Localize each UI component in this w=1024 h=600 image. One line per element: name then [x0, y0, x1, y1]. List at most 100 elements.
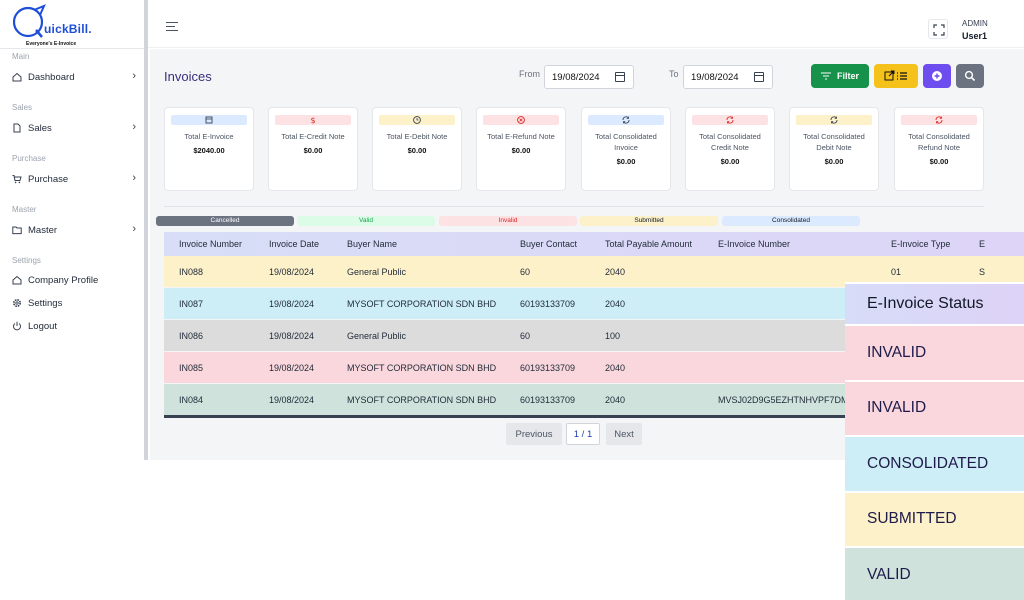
card-title: Total E-Credit Note [281, 132, 345, 141]
document-icon [13, 123, 21, 133]
table-cell: 60 [520, 331, 531, 341]
card-title: Total Consolidated Credit Note [699, 132, 761, 152]
card-value: $0.00 [407, 146, 427, 155]
legend-item-valid: Valid [297, 216, 435, 226]
column-header[interactable]: E-Invoice Type [891, 239, 951, 249]
user-name[interactable]: User1 [962, 31, 988, 41]
card-value: $0.00 [511, 146, 531, 155]
column-header[interactable]: Invoice Number [179, 239, 243, 249]
export-button[interactable] [874, 64, 918, 88]
sidebar: uickBill. Everyone's E-Invoice Main Dash… [0, 0, 148, 460]
column-header[interactable]: Buyer Name [347, 239, 398, 249]
sidebar-item-label: Dashboard [28, 71, 75, 83]
legend-item-consolidated: Consolidated [722, 216, 860, 226]
sidebar-item-sales[interactable]: Sales › [12, 120, 138, 136]
summary-card[interactable]: $ Total E-Credit Note $0.00 [268, 107, 358, 191]
status-panel-title: E-Invoice Status [845, 282, 1024, 324]
legend-item-invalid: Invalid [439, 216, 577, 226]
status-row-consolidated: CONSOLIDATED [845, 435, 1024, 491]
chevron-right-icon: › [132, 70, 136, 82]
summary-card[interactable]: Total Consolidated Refund Note $0.00 [894, 107, 984, 191]
cancel-icon [517, 116, 525, 124]
table-cell: 100 [605, 331, 621, 341]
table-cell: MYSOFT CORPORATION SDN BHD [347, 363, 497, 373]
status-row-invalid: INVALID [845, 379, 1024, 435]
table-cell: MVSJ02D9G5EZHTNHVPF7DM [718, 395, 849, 405]
dollar-icon: $ [310, 116, 315, 125]
summary-card[interactable]: Total E-Invoice $2040.00 [164, 107, 254, 191]
legend-divider [164, 206, 984, 207]
section-label-sales: Sales [12, 103, 33, 112]
sidebar-item-label: Purchase [28, 173, 69, 185]
card-header [171, 115, 247, 125]
search-icon [964, 70, 976, 82]
card-header [692, 115, 768, 125]
summary-card[interactable]: Total Consolidated Credit Note $0.00 [685, 107, 775, 191]
status-row-valid: VALID [845, 546, 1024, 600]
section-label-settings: Settings [12, 256, 41, 265]
legend-item-submitted: Submitted [580, 216, 718, 226]
fullscreen-button[interactable] [928, 19, 948, 39]
to-label: To [669, 69, 679, 79]
sidebar-item-logout[interactable]: Logout [12, 318, 138, 334]
sidebar-item-label: Company Profile [28, 274, 99, 286]
search-button[interactable] [956, 64, 984, 88]
filter-button[interactable]: Filter [811, 64, 869, 88]
table-row[interactable]: IN088 19/08/2024 General Public 60 2040 01 S [164, 256, 1024, 287]
table-cell: IN085 [179, 363, 204, 373]
brand-name: uickBill. [44, 22, 92, 36]
plus-circle-icon [932, 71, 942, 81]
card-value: $0.00 [824, 157, 844, 166]
sidebar-item-purchase[interactable]: Purchase › [12, 171, 138, 187]
status-row-invalid: INVALID [845, 324, 1024, 380]
summary-card[interactable]: Total Consolidated Debit Note $0.00 [789, 107, 879, 191]
menu-toggle-icon[interactable] [166, 22, 178, 34]
column-header[interactable]: E [979, 239, 986, 249]
table-cell: 60193133709 [520, 363, 576, 373]
table-cell: IN084 [179, 395, 204, 405]
sidebar-item-dashboard[interactable]: Dashboard › [12, 69, 138, 85]
column-header[interactable]: Invoice Date [269, 239, 320, 249]
column-header[interactable]: Total Payable Amount [605, 239, 693, 249]
sidebar-item-company-profile[interactable]: Company Profile [12, 272, 138, 288]
add-invoice-button[interactable] [923, 64, 951, 88]
section-label-purchase: Purchase [12, 154, 46, 163]
previous-page-button[interactable]: Previous [506, 423, 562, 445]
card-value: $0.00 [303, 146, 323, 155]
expand-icon [933, 24, 945, 36]
summary-card[interactable]: Total E-Debit Note $0.00 [372, 107, 462, 191]
calendar-icon [754, 72, 764, 82]
home-icon [12, 275, 22, 285]
logo-q-icon [12, 4, 46, 38]
table-cell: IN086 [179, 331, 204, 341]
table-cell: 19/08/2024 [269, 331, 315, 341]
from-date-value: 19/08/2024 [552, 72, 600, 83]
next-page-button[interactable]: Next [606, 423, 642, 445]
folder-icon [12, 226, 22, 235]
table-cell: 60193133709 [520, 395, 576, 405]
table-cell: 19/08/2024 [269, 267, 315, 277]
table-scrollbar[interactable] [164, 415, 1024, 418]
table-header: Invoice Number Invoice Date Buyer Name Buye… [164, 232, 1024, 256]
from-date-input[interactable]: 19/08/2024 [544, 65, 634, 89]
card-value: $2040.00 [193, 146, 225, 155]
to-date-input[interactable]: 19/08/2024 [683, 65, 773, 89]
table-cell: MYSOFT CORPORATION SDN BHD [347, 299, 497, 309]
table-cell: General Public [347, 331, 407, 341]
chevron-right-icon: › [132, 223, 136, 235]
column-header[interactable]: E-Invoice Number [718, 239, 791, 249]
summary-card[interactable]: Total Consolidated Invoice $0.00 [581, 107, 671, 191]
column-header[interactable]: Buyer Contact [520, 239, 578, 249]
sidebar-item-label: Settings [28, 297, 63, 309]
sidebar-item-master[interactable]: Master › [12, 222, 138, 238]
to-date-value: 19/08/2024 [691, 72, 739, 83]
summary-card[interactable]: Total E-Refund Note $0.00 [476, 107, 566, 191]
sidebar-item-settings[interactable]: Settings [12, 295, 138, 311]
card-title: Total E-Debit Note [386, 132, 448, 141]
refresh-icon [830, 116, 838, 124]
power-icon [13, 321, 21, 331]
export-list-icon [884, 70, 907, 81]
table-cell: S [979, 267, 986, 277]
quickbill-logo[interactable]: uickBill. Everyone's E-Invoice [10, 4, 100, 47]
table-cell: 19/08/2024 [269, 395, 315, 405]
